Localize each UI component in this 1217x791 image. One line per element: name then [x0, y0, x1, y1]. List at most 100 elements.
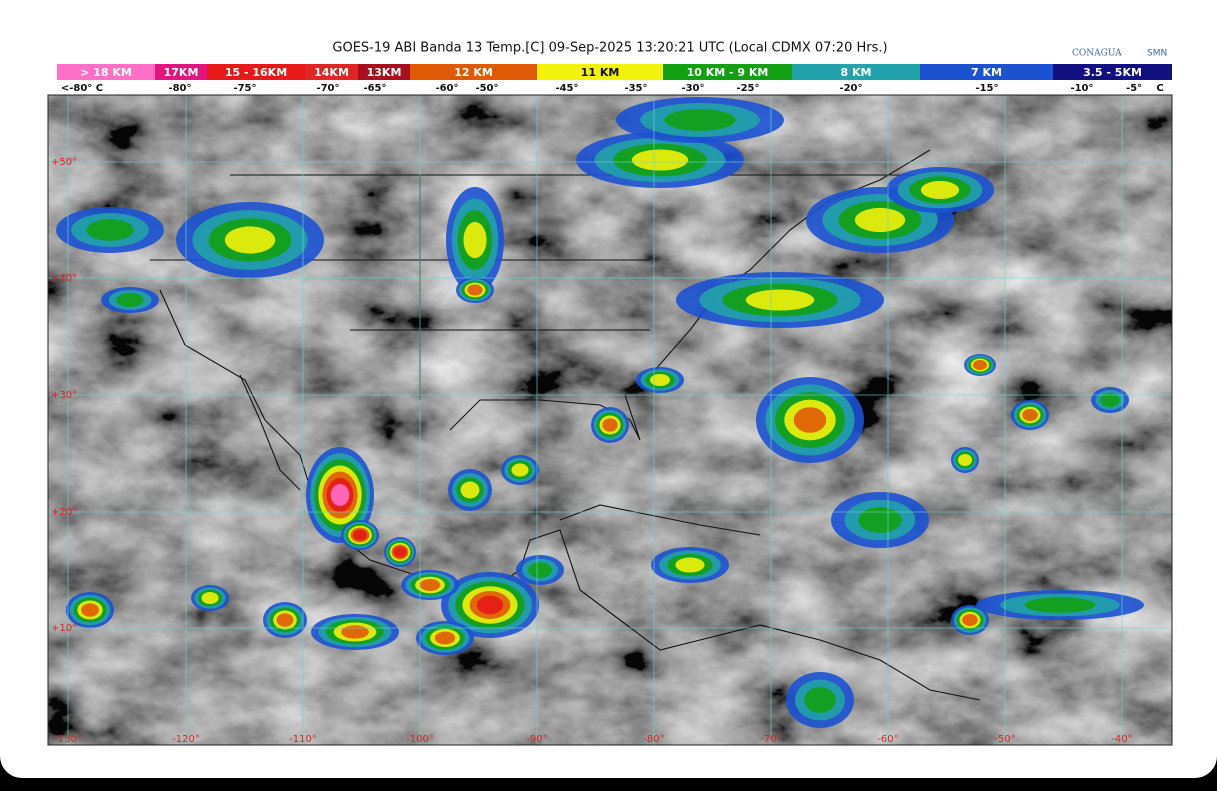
temperature-label: -30° [681, 83, 704, 94]
cloud-top [745, 289, 815, 311]
longitude-label: -70° [760, 734, 781, 745]
legend-swatch [537, 64, 663, 80]
cloud-top [1100, 393, 1120, 407]
legend-swatch [1053, 64, 1172, 80]
legend-label: 17KM [164, 66, 199, 79]
logo: CONAGUA [1072, 49, 1122, 59]
cloud-top [511, 463, 529, 477]
cloud-top [330, 483, 350, 507]
legend-label: 14KM [314, 66, 349, 79]
cloud-top [419, 579, 441, 591]
temperature-label: -80° [168, 83, 191, 94]
longitude-label: -60° [877, 734, 898, 745]
cloud-top [116, 293, 144, 307]
temperature-strip [57, 81, 1172, 94]
legend-label: 11 KM [581, 66, 620, 79]
cloud-top [352, 529, 368, 541]
temperature-label: -15° [975, 83, 998, 94]
legend-swatch [155, 64, 207, 80]
latitude-label: +40° [51, 273, 77, 284]
legend-swatch [305, 64, 358, 80]
logo: SMN [1147, 49, 1167, 59]
cloud-top [631, 149, 689, 171]
graticule-labels: +50° +40° +30° +20° +10° -130° -120° -110° -100°… [51, 157, 1133, 745]
temperature-label: -25° [736, 83, 759, 94]
temperature-label: -65° [363, 83, 386, 94]
map-border [47, 94, 1173, 746]
legend-swatch [920, 64, 1053, 80]
latitude-label: +20° [51, 507, 77, 518]
temperature-label: -60° [435, 83, 458, 94]
cloud-top [201, 591, 219, 605]
cloud-top [528, 562, 552, 578]
cloud-top [1024, 597, 1096, 613]
cloud-top [341, 625, 369, 639]
temperature-label: -20° [839, 83, 862, 94]
legend-swatch [358, 64, 410, 80]
cloud-top [434, 631, 456, 645]
longitude-label: -100° [406, 734, 434, 745]
longitude-label: -110° [289, 734, 317, 745]
cloud-top [467, 284, 483, 296]
longitude-label: -50° [994, 734, 1015, 745]
legend-swatch [663, 64, 792, 80]
legend: > 18 KM 17KM 15 - 16KM 14KM 13KM 12 KM 11 KM 10… [57, 64, 1172, 80]
cloud-top [804, 687, 836, 713]
temperature-label: C [1156, 83, 1163, 94]
legend-swatch [792, 64, 920, 80]
cloud-top [675, 557, 705, 573]
graticule [48, 95, 1172, 745]
cloud-top [793, 407, 827, 433]
title: GOES-19 ABI Banda 13 Temp.[C] 09-Sep-202… [332, 41, 887, 56]
cloud-top [854, 207, 906, 233]
cloud-top [276, 613, 294, 627]
convective-clouds [56, 97, 1144, 728]
longitude-label: -80° [643, 734, 664, 745]
cloud-top [920, 180, 960, 200]
longitude-label: -40° [1111, 734, 1132, 745]
legend-label: > 18 KM [80, 66, 132, 79]
longitude-label: -120° [172, 734, 200, 745]
legend-swatch [57, 64, 155, 80]
temperature-label: <-80° C [61, 83, 103, 94]
cloud-top [858, 507, 902, 533]
legend-label: 3.5 - 5KM [1083, 66, 1142, 79]
longitude-label: -90° [526, 734, 547, 745]
legend-label: 8 KM [841, 66, 872, 79]
cloud-top [86, 219, 134, 241]
cloud-top [973, 360, 987, 370]
temperature-label: -10° [1070, 83, 1093, 94]
cloud-top [460, 481, 480, 499]
temperature-label: -35° [624, 83, 647, 94]
temperature-label: -75° [233, 83, 256, 94]
cloud-top [664, 109, 736, 131]
cloud-top [81, 603, 99, 617]
cloud-top [957, 453, 973, 467]
cloud-top [476, 595, 504, 615]
temperature-label: -45° [555, 83, 578, 94]
temperature-label: -70° [316, 83, 339, 94]
legend-label: 13KM [367, 66, 402, 79]
legend-label: 15 - 16KM [225, 66, 287, 79]
cloud-top [649, 373, 671, 387]
legend-label: 7 KM [971, 66, 1002, 79]
map [48, 95, 1172, 745]
longitude-label: -130° [54, 734, 82, 745]
latitude-label: +50° [51, 157, 77, 168]
latitude-label: +30° [51, 390, 77, 401]
cloud-top [962, 614, 978, 626]
cloud-top [1022, 409, 1038, 421]
legend-swatch [410, 64, 537, 80]
temperature-label: -5° [1126, 83, 1142, 94]
cloud-top [463, 221, 487, 259]
cloud-top [224, 226, 276, 254]
temperature-label: -50° [475, 83, 498, 94]
latitude-label: +10° [51, 623, 77, 634]
cloud-top [393, 546, 407, 558]
cloud-top [602, 418, 618, 432]
temperature-scale: <-80° C -80° -75° -70° -65° -60° -50° -45° -35° -… [57, 81, 1172, 94]
legend-swatch [207, 64, 305, 80]
legend-label: 10 KM - 9 KM [687, 66, 769, 79]
